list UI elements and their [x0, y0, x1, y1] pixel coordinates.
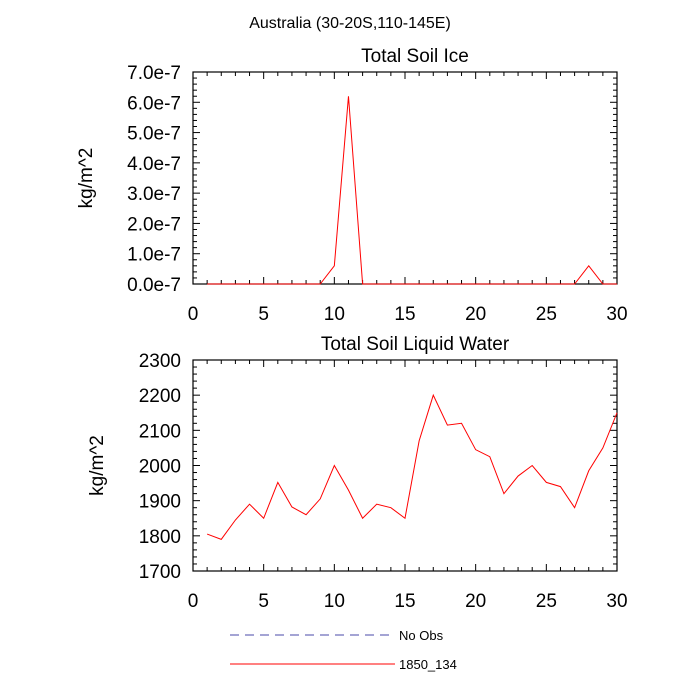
y-tick-label: 3.0e-7: [127, 184, 181, 205]
y-tick-label: 1900: [139, 492, 181, 513]
y-tick-label: 5.0e-7: [127, 124, 181, 145]
y-tick-label: 2300: [139, 351, 181, 372]
y-tick-label: 1800: [139, 527, 181, 548]
plot-frame: [192, 71, 618, 285]
y-tick-label: 2000: [139, 457, 181, 478]
y-tick-label: 7.0e-7: [127, 63, 181, 84]
y-axis-label: kg/m^2: [87, 435, 108, 496]
x-tick-label: 20: [465, 591, 486, 612]
legend-label-no-obs: No Obs: [399, 628, 444, 643]
x-tick-label: 15: [394, 304, 415, 325]
panel-total-soil-liquid-water: 0 5 10 15 20 25 30 1700 1800 1900 2000 2100 2200 2300…: [87, 334, 628, 612]
panel-title: Total Soil Ice: [361, 46, 469, 67]
y-tick-label: 1.0e-7: [127, 245, 181, 266]
x-tick-label: 0: [188, 304, 199, 325]
x-tick-label: 30: [606, 304, 627, 325]
y-tick-label: 0.0e-7: [127, 275, 181, 296]
figure-suptitle: Australia (30-20S,110-145E): [249, 15, 451, 32]
x-tick-label: 20: [465, 304, 486, 325]
y-axis-label: kg/m^2: [76, 148, 97, 209]
x-tick-label: 5: [258, 591, 269, 612]
y-tick-label: 6.0e-7: [127, 93, 181, 114]
x-tick-label: 10: [324, 304, 345, 325]
series-line: [206, 393, 618, 540]
panel-title: Total Soil Liquid Water: [321, 334, 510, 355]
panel-total-soil-ice: 0 5 10 15 20 25 30 0.0e-7 1.0e-7 2.0e-7 3.0e-7 4.0e…: [76, 46, 628, 325]
x-tick-label: 10: [324, 591, 345, 612]
x-tick-label: 30: [606, 591, 627, 612]
x-tick-label: 5: [258, 304, 269, 325]
x-tick-label: 15: [394, 591, 415, 612]
x-tick-label: 25: [536, 304, 557, 325]
x-tick-label: 0: [188, 591, 199, 612]
legend-label-1850-134: 1850_134: [399, 657, 457, 672]
y-tick-label: 2200: [139, 386, 181, 407]
y-tick-label: 2100: [139, 421, 181, 442]
y-tick-label: 4.0e-7: [127, 154, 181, 175]
y-tick-label: 1700: [139, 562, 181, 583]
x-tick-label: 25: [536, 591, 557, 612]
legend: No Obs 1850_134: [230, 628, 457, 672]
plot-frame: [192, 359, 618, 572]
y-tick-label: 2.0e-7: [127, 214, 181, 235]
series-line: [207, 96, 617, 285]
